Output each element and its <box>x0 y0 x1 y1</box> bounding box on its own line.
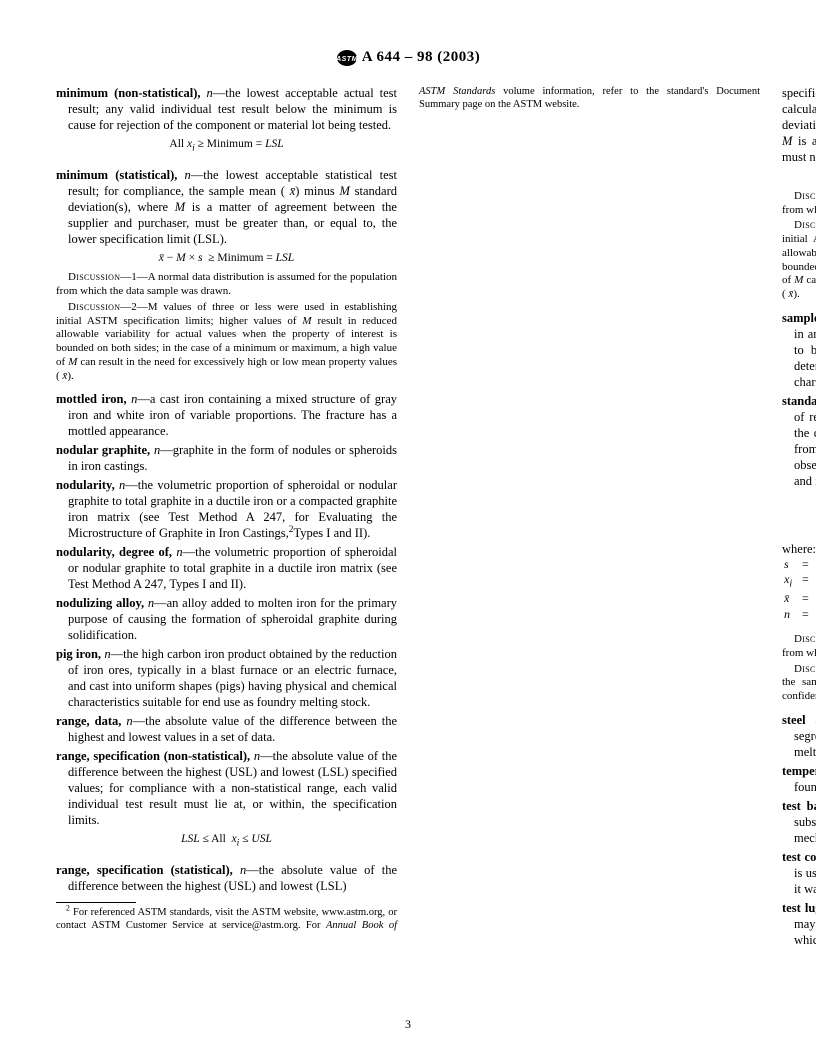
def-temper-carbon: temper carbon, n—compact aggregates or n… <box>782 763 816 795</box>
discussion-1c: Discussion—1—A normal data distribution … <box>782 633 816 661</box>
def-range-spec-stat: range, specification (statistical), n—th… <box>56 862 397 894</box>
def-test-lug: test lug, n—a sample produced as an appe… <box>782 900 816 948</box>
eq-range-nonstat: LSL ≤ All xi ≤ USL <box>56 832 397 850</box>
def-nodulizing-alloy: nodulizing alloy, n—an alloy added to mo… <box>56 595 397 643</box>
def-test-coupon: test coupon, n—specially designed castin… <box>782 849 816 897</box>
def-minimum-stat: minimum (statistical), n—the lowest acce… <box>56 167 397 247</box>
def-standard-deviation: standard deviation (s), n—a measure of t… <box>782 393 816 489</box>
def-nodular-graphite: nodular graphite, n—graphite in the form… <box>56 442 397 474</box>
def-range-spec-nonstat: range, specification (non-statistical), … <box>56 748 397 828</box>
def-range-data: range, data, n—the absolute value of the… <box>56 713 397 745</box>
page-header: ASTM A 644 – 98 (2003) <box>56 48 760 67</box>
body-columns: minimum (non-statistical), n—the lowest … <box>56 85 760 955</box>
astm-logo-icon: ASTM <box>336 49 358 67</box>
page-number: 3 <box>0 1017 816 1032</box>
def-test-bar: test bar, n—a bar-shaped coupon that is … <box>782 798 816 846</box>
def-nodularity-degree: nodularity, degree of, n—the volumetric … <box>56 544 397 592</box>
def-pig-iron: pig iron, n—the high carbon iron product… <box>56 646 397 710</box>
def-mottled-iron: mottled iron, n—a cast iron containing a… <box>56 391 397 439</box>
svg-text:ASTM: ASTM <box>336 56 358 63</box>
discussion-1a: Discussion—1—A normal data distribution … <box>56 271 397 299</box>
eq-min-nonstat: All xi ≥ Minimum = LSL <box>56 137 397 155</box>
discussion-1b: Discussion—1—A normal data distribution … <box>782 190 816 218</box>
where-block: where: s=estimated standard deviation of… <box>782 541 816 622</box>
eq-range-stat: LSL ≤ x̄ − M × s and x̄ + M × s ≤ USL <box>782 169 816 184</box>
def-steel-scrap: steel scrap, n—discarded steel or steel … <box>782 712 816 760</box>
def-range-spec-stat-cont: specified values; for compliance with a … <box>782 85 816 165</box>
discussion-2c: Discussion—2—It is desirable to use at l… <box>782 663 816 704</box>
designation: A 644 – 98 (2003) <box>362 49 481 65</box>
eq-stddev: s = √Σ(xi − x̄)2(n − 1) <box>782 497 816 531</box>
eq-min-stat: x̄ − M × s ≥ Minimum = LSL <box>56 251 397 266</box>
def-nodularity: nodularity, n—the volumetric proportion … <box>56 477 397 541</box>
discussion-2b: Discussion—2—M values of three or less w… <box>782 219 816 302</box>
def-minimum-nonstat: minimum (non-statistical), n—the lowest … <box>56 85 397 133</box>
discussion-2a: Discussion—2—M values of three or less w… <box>56 301 397 384</box>
def-sample: sample, n—one or more portions of a liqu… <box>782 310 816 390</box>
